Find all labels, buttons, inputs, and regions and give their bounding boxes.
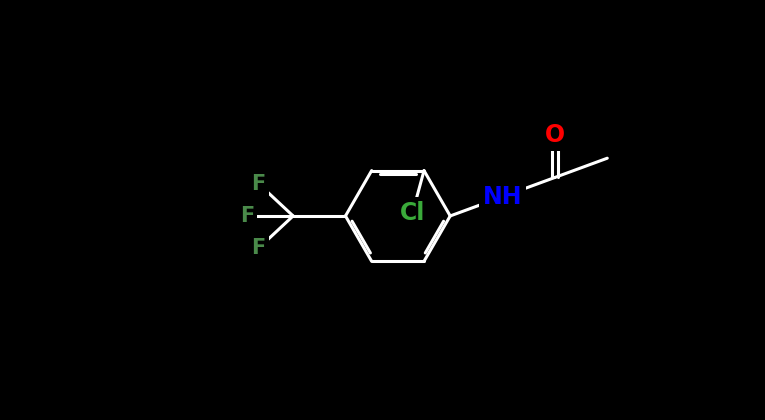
Text: F: F (239, 206, 254, 226)
Text: NH: NH (483, 185, 522, 209)
Text: O: O (545, 123, 565, 147)
Text: F: F (252, 173, 265, 194)
Text: Cl: Cl (400, 201, 425, 225)
Text: F: F (252, 238, 265, 258)
